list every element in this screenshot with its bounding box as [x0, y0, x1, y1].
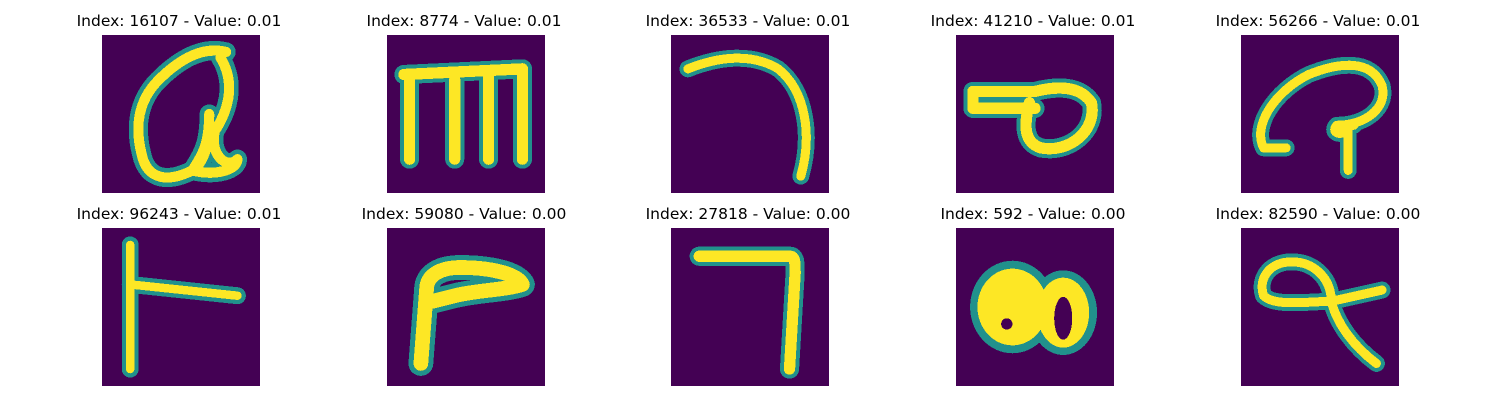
panel-title: Index: 16107 - Value: 0.01 [76, 12, 282, 30]
panel-7: Index: 27818 - Value: 0.00 [623, 193, 873, 386]
panel-title: Index: 41210 - Value: 0.01 [930, 12, 1136, 30]
panel-6: Index: 59080 - Value: 0.00 [339, 193, 589, 386]
panel-1: Index: 8774 - Value: 0.01 [339, 0, 589, 193]
right-angle-glyph [671, 228, 829, 386]
bent-corner-glyph [387, 228, 545, 386]
hook-stroke-glyph [671, 35, 829, 193]
panel-9: Index: 82590 - Value: 0.00 [1193, 193, 1443, 386]
panel-title: Index: 27818 - Value: 0.00 [645, 205, 851, 223]
double-oval-glyph [956, 228, 1114, 386]
panel-3: Index: 41210 - Value: 0.01 [908, 0, 1158, 193]
panel-4: Index: 56266 - Value: 0.01 [1193, 0, 1443, 193]
panel-title: Index: 56266 - Value: 0.01 [1215, 12, 1421, 30]
cursive-a-loop-glyph [102, 35, 260, 193]
panel-title: Index: 82590 - Value: 0.00 [1215, 205, 1421, 223]
panel-title: Index: 96243 - Value: 0.01 [76, 205, 282, 223]
panel-2: Index: 36533 - Value: 0.01 [623, 0, 873, 193]
panel-0: Index: 16107 - Value: 0.01 [54, 0, 304, 193]
panel-title: Index: 59080 - Value: 0.00 [361, 205, 567, 223]
m-shaped-glyph [387, 35, 545, 193]
panel-5: Index: 96243 - Value: 0.01 [54, 193, 304, 386]
panel-title: Index: 8774 - Value: 0.01 [366, 12, 562, 30]
panel-title: Index: 36533 - Value: 0.01 [645, 12, 851, 30]
panel-title: Index: 592 - Value: 0.00 [940, 205, 1126, 223]
curl-hook-glyph [1241, 35, 1399, 193]
t-cross-glyph [102, 228, 260, 386]
loop-tail-glyph [1241, 228, 1399, 386]
panel-8: Index: 592 - Value: 0.00 [908, 193, 1158, 386]
flag-loop-glyph [956, 35, 1114, 193]
